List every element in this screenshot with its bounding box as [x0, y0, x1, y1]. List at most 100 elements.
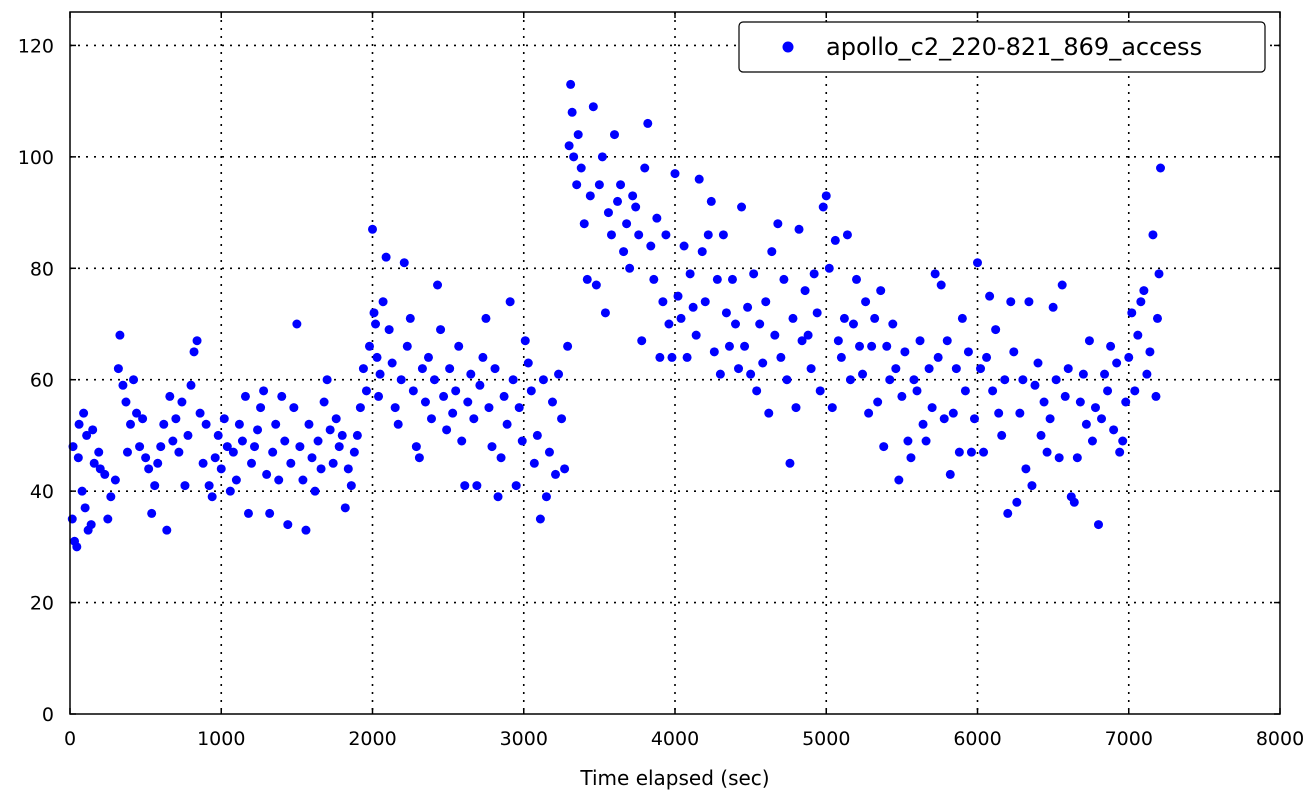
data-point [405, 313, 415, 323]
data-point [673, 291, 683, 301]
data-point [150, 481, 160, 491]
data-point [86, 520, 96, 530]
data-point [718, 230, 728, 240]
data-point [292, 319, 302, 329]
data-point [576, 163, 586, 173]
data-point [259, 386, 269, 396]
data-point [679, 241, 689, 251]
data-point [930, 269, 940, 279]
data-point [469, 414, 479, 424]
data-point [697, 247, 707, 257]
data-point [213, 430, 223, 440]
data-point [517, 436, 527, 446]
data-point [89, 458, 99, 468]
data-point [912, 386, 922, 396]
data-point [1045, 414, 1055, 424]
data-point [806, 364, 816, 374]
data-point [165, 391, 175, 401]
data-point [1036, 430, 1046, 440]
data-point [894, 475, 904, 485]
data-point [168, 436, 178, 446]
data-point [243, 508, 253, 518]
data-point [77, 486, 87, 496]
data-point [985, 291, 995, 301]
data-point [827, 403, 837, 413]
data-point [567, 107, 577, 117]
data-point [430, 375, 440, 385]
data-point [906, 453, 916, 463]
data-point [818, 202, 828, 212]
data-point [1133, 330, 1143, 340]
data-point [72, 542, 82, 552]
data-point [374, 391, 384, 401]
data-point [664, 319, 674, 329]
data-point [939, 414, 949, 424]
data-point [1081, 419, 1091, 429]
data-point [511, 481, 521, 491]
data-point [610, 130, 619, 140]
x-tick-label: 4000 [651, 728, 699, 750]
data-point [183, 430, 193, 440]
data-point [520, 336, 530, 346]
data-point [661, 230, 671, 240]
data-point [691, 330, 701, 340]
data-point [328, 458, 338, 468]
data-point [746, 369, 756, 379]
data-point [994, 408, 1004, 418]
data-point [74, 419, 84, 429]
x-tick-label: 2000 [348, 728, 396, 750]
data-point [135, 442, 145, 452]
data-point [836, 352, 846, 362]
data-point [1106, 341, 1116, 351]
data-point [779, 274, 789, 284]
data-point [100, 469, 110, 479]
data-point [274, 475, 284, 485]
data-point [566, 79, 576, 89]
data-point [712, 274, 722, 284]
x-tick-label: 7000 [1105, 728, 1153, 750]
data-point [1012, 497, 1022, 507]
data-point [1021, 464, 1031, 474]
data-point [794, 224, 804, 234]
data-point [174, 447, 184, 457]
data-point [634, 230, 644, 240]
data-point [936, 280, 946, 290]
data-point [393, 419, 403, 429]
data-point [122, 447, 132, 457]
data-point [900, 347, 910, 357]
data-point [331, 414, 341, 424]
data-point [526, 386, 536, 396]
data-point [885, 375, 895, 385]
data-point [253, 425, 263, 435]
data-point [481, 313, 491, 323]
data-point [115, 330, 125, 340]
data-point [551, 469, 561, 479]
data-point [371, 319, 381, 329]
data-point [867, 341, 877, 351]
data-point [1118, 436, 1128, 446]
data-point [588, 102, 598, 112]
data-point [703, 230, 713, 240]
data-point [764, 408, 774, 418]
data-point [625, 263, 635, 273]
data-point [876, 286, 886, 296]
data-point [67, 514, 77, 524]
data-point [68, 442, 78, 452]
data-point [879, 442, 889, 452]
data-point [1024, 297, 1034, 307]
data-point [337, 430, 347, 440]
data-point [649, 274, 659, 284]
data-point [177, 397, 187, 407]
data-point [727, 274, 737, 284]
data-point [262, 469, 272, 479]
data-point [204, 481, 214, 491]
data-point [1156, 163, 1166, 173]
data-point [1103, 386, 1113, 396]
legend-marker [782, 41, 794, 53]
data-point [445, 364, 455, 374]
x-tick-labels: 0 1000 2000 3000 4000 5000 6000 7000 8000 [64, 728, 1304, 750]
data-point [1115, 447, 1125, 457]
data-point [1015, 408, 1025, 418]
data-point [487, 442, 497, 452]
